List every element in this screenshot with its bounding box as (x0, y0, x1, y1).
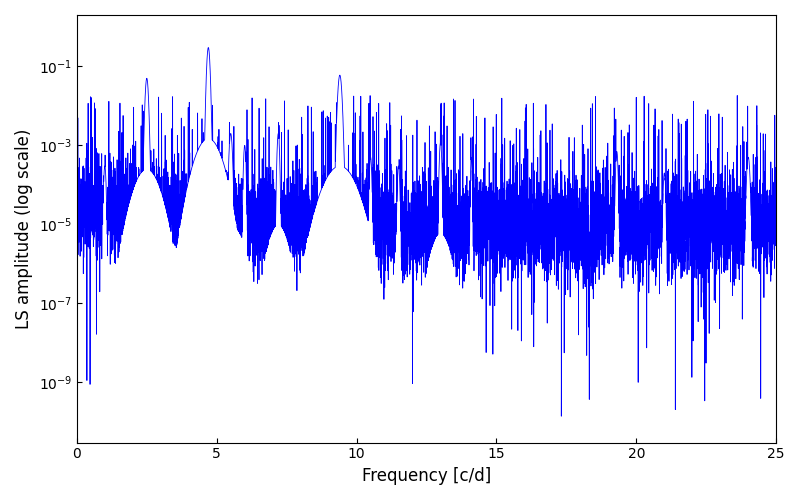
X-axis label: Frequency [c/d]: Frequency [c/d] (362, 467, 491, 485)
Y-axis label: LS amplitude (log scale): LS amplitude (log scale) (15, 128, 33, 329)
